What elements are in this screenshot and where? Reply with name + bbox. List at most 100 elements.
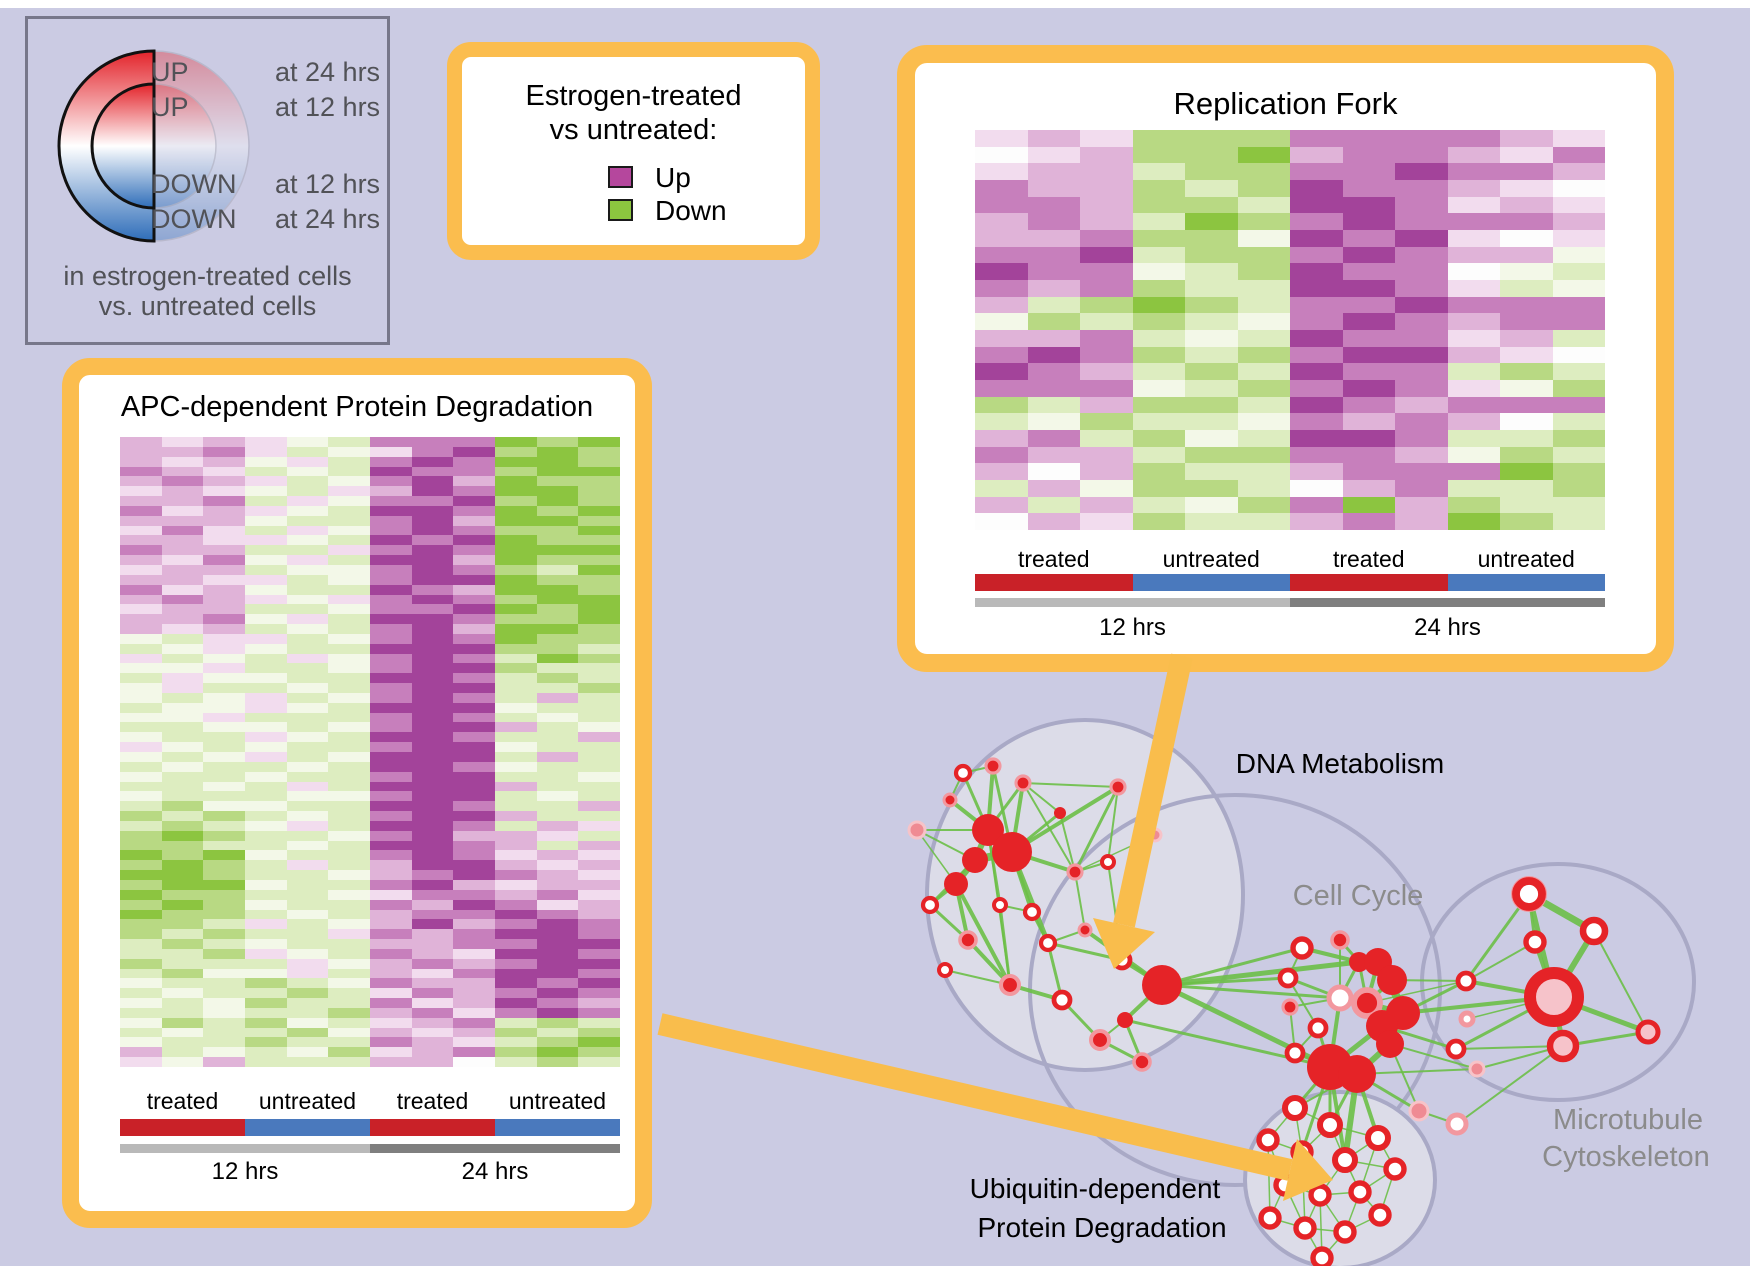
heatmap-cell [120, 899, 162, 910]
heatmap-cell [536, 840, 579, 851]
heatmap-cell [328, 919, 370, 930]
network-edge [1010, 785, 1120, 854]
heatmap-cell [245, 820, 287, 831]
heatmap-cell [411, 525, 454, 536]
heatmap-cell [411, 850, 454, 861]
heatmap-cell [411, 555, 454, 565]
heatmap-cell [120, 988, 162, 999]
heatmap-cell [578, 1037, 620, 1048]
heatmap-cell [328, 948, 370, 959]
heatmap-cell [203, 505, 245, 516]
heatmap-cell [203, 929, 245, 940]
heatmap-cell [328, 496, 370, 506]
heatmap-cell [495, 988, 537, 999]
heatmap-cell [203, 535, 245, 546]
heatmap-cell [495, 801, 537, 812]
heatmap-cell [161, 761, 204, 772]
network-node [1117, 1012, 1133, 1028]
heatmap-cell [245, 663, 287, 674]
heatmap-cell [1342, 413, 1395, 430]
heatmap-cell [578, 830, 620, 841]
heatmap-cell [161, 1047, 204, 1058]
heatmap-cell [286, 968, 329, 979]
heatmap-cell [161, 594, 204, 605]
heatmap-cell [161, 1017, 204, 1028]
heatmap-cell [203, 899, 245, 910]
heatmap-cell [578, 732, 620, 743]
heatmap-cell [536, 958, 579, 969]
heatmap-cell [1237, 379, 1290, 397]
heatmap-cell [578, 919, 620, 930]
heatmap-cell [453, 692, 495, 703]
heatmap-cell [245, 505, 287, 516]
heatmap-cell [370, 899, 412, 910]
heatmap-cell [203, 515, 245, 526]
heatmap-cell [495, 948, 537, 959]
heatmap-cell [536, 1007, 579, 1018]
network-node [1022, 902, 1042, 922]
heatmap-cell [1552, 346, 1605, 364]
heatmap-cell [1027, 496, 1080, 514]
heatmap-cell [328, 1017, 370, 1028]
heatmap-cell [1290, 196, 1343, 214]
time-label: 24 hrs [461, 1158, 529, 1185]
network-edge [1356, 1068, 1478, 1075]
heatmap-cell [453, 633, 495, 644]
heatmap-cell [1185, 229, 1238, 247]
heatmap-cell [245, 958, 287, 969]
heatmap-cell [161, 673, 204, 684]
heatmap-cell [161, 998, 204, 1008]
hrs24-bar [370, 1144, 620, 1153]
heatmap-cell [495, 732, 537, 743]
replication-fork-panel: Replication Fork treated untreated treat… [897, 45, 1674, 672]
heatmap-cell [411, 870, 454, 880]
network-node [1579, 916, 1609, 946]
untreated-bar [495, 1119, 620, 1136]
replication-fork-condition-bars [975, 574, 1605, 591]
heatmap-cell [1027, 130, 1080, 147]
heatmap-cell [453, 1047, 495, 1058]
heatmap-cell [1342, 263, 1395, 280]
heatmap-cell [975, 463, 1028, 480]
heatmap-cell [203, 988, 245, 999]
heatmap-cell [975, 479, 1028, 497]
heatmap-cell [578, 505, 620, 516]
heatmap-cell [411, 948, 454, 959]
heatmap-cell [1552, 413, 1605, 430]
heatmap-cell [245, 673, 287, 684]
heatmap-cell [286, 742, 329, 752]
heatmap-cell [453, 1007, 495, 1018]
heatmap-cell [161, 801, 204, 812]
heatmap-cell [1342, 396, 1395, 414]
heatmap-cell [495, 594, 537, 605]
heatmap-cell [975, 296, 1028, 314]
heatmap-cell [161, 564, 204, 575]
heatmap-cell [120, 663, 162, 674]
heatmap-cell [1237, 463, 1290, 480]
heatmap-cell [495, 978, 537, 989]
heatmap-cell [245, 909, 287, 920]
heatmap-cell [1395, 229, 1448, 247]
heatmap-cell [495, 889, 537, 900]
heatmap-cell [203, 486, 245, 497]
heatmap-cell [286, 830, 329, 841]
heatmap-cell [370, 771, 412, 782]
heatmap-cell [495, 870, 537, 880]
heatmap-cell [1342, 513, 1395, 530]
heatmap-cell [578, 643, 620, 654]
heatmap-cell [370, 614, 412, 625]
heatmap-cell [1552, 363, 1605, 380]
heatmap-cell [1080, 446, 1133, 464]
heatmap-cell [495, 525, 537, 536]
heatmap-cell [161, 929, 204, 940]
heatmap-cell [1447, 146, 1500, 164]
heatmap-cell [1185, 146, 1238, 164]
heatmap-cell [286, 712, 329, 723]
heatmap-cell [1447, 179, 1500, 197]
heatmap-cell [411, 761, 454, 772]
heatmap-cell [203, 604, 245, 615]
heatmap-cell [1080, 396, 1133, 414]
heatmap-cell [1447, 346, 1500, 364]
heatmap-cell [161, 919, 204, 930]
